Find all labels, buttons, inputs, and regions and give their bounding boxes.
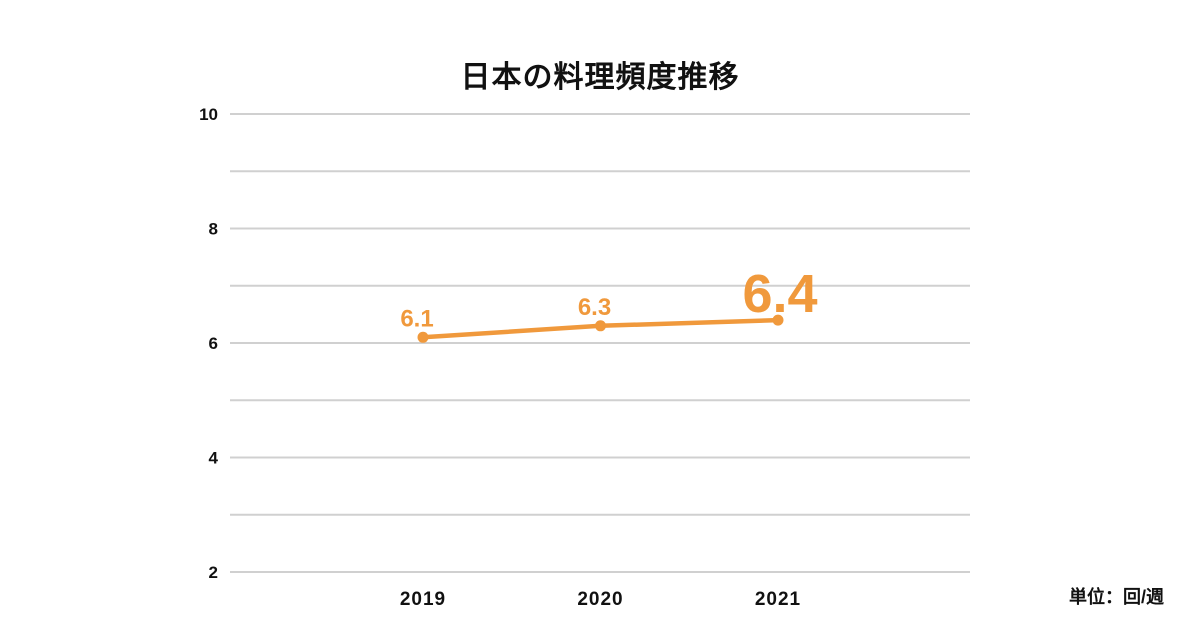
data-point (595, 320, 606, 332)
chart-title: 日本の料理頻度推移 (460, 61, 740, 94)
x-tick-label: 2021 (755, 589, 801, 610)
unit-label: 単位：回/週 (1068, 587, 1164, 607)
x-tick-label: 2019 (400, 589, 446, 610)
data-point (417, 331, 429, 343)
y-tick-label: 4 (209, 449, 219, 468)
y-tick-label: 10 (199, 105, 218, 124)
x-tick-label: 2020 (577, 589, 623, 610)
data-point-label: 6.3 (578, 294, 611, 321)
data-point-label-emphasized: 6.4 (742, 264, 817, 324)
y-tick-label: 8 (209, 220, 218, 239)
data-point (772, 314, 784, 326)
y-tick-label: 2 (209, 563, 218, 582)
y-tick-label: 6 (209, 334, 218, 353)
data-point-label: 6.1 (400, 305, 433, 332)
